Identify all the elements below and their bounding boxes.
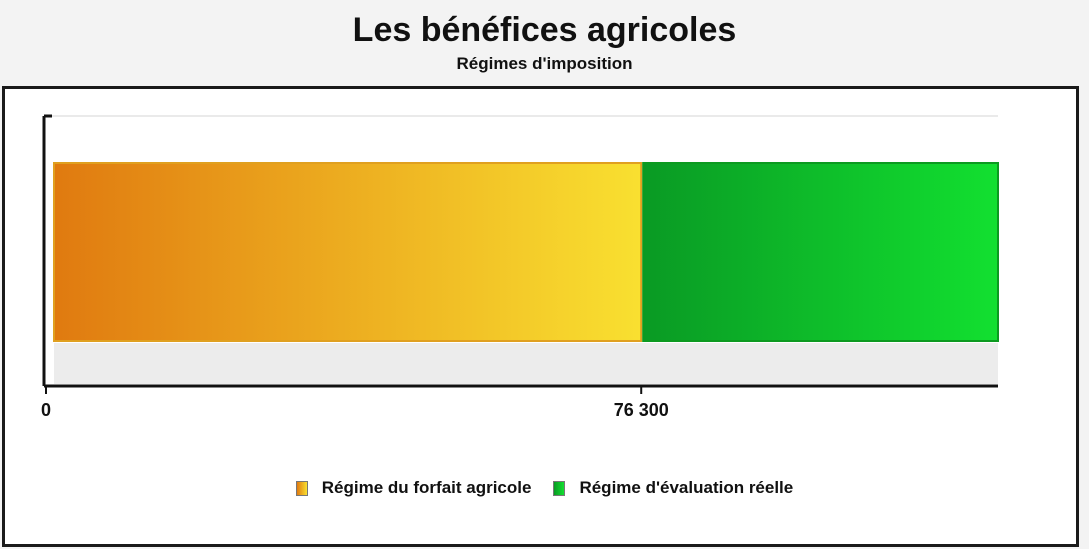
bar-segment-0 <box>53 162 643 342</box>
bar-segment-1 <box>642 162 999 342</box>
legend-label-reelle: Régime d'évaluation réelle <box>579 478 794 497</box>
x-tick-label-1: 76 300 <box>614 400 669 420</box>
legend-swatch-reelle <box>553 480 566 496</box>
chart-title: Les bénéfices agricoles <box>352 11 737 49</box>
chart-subtitle: Régimes d'imposition <box>456 54 633 73</box>
x-tick-label-0: 0 <box>41 400 51 420</box>
legend-item-forfait: Régime du forfait agricole <box>295 478 532 498</box>
legend: Régime du forfait agricole Régime d'éval… <box>0 478 1089 498</box>
legend-label-forfait: Régime du forfait agricole <box>321 478 532 497</box>
legend-swatch-forfait <box>295 480 308 496</box>
legend-item-reelle: Régime d'évaluation réelle <box>553 478 793 498</box>
plot-band <box>54 343 998 384</box>
